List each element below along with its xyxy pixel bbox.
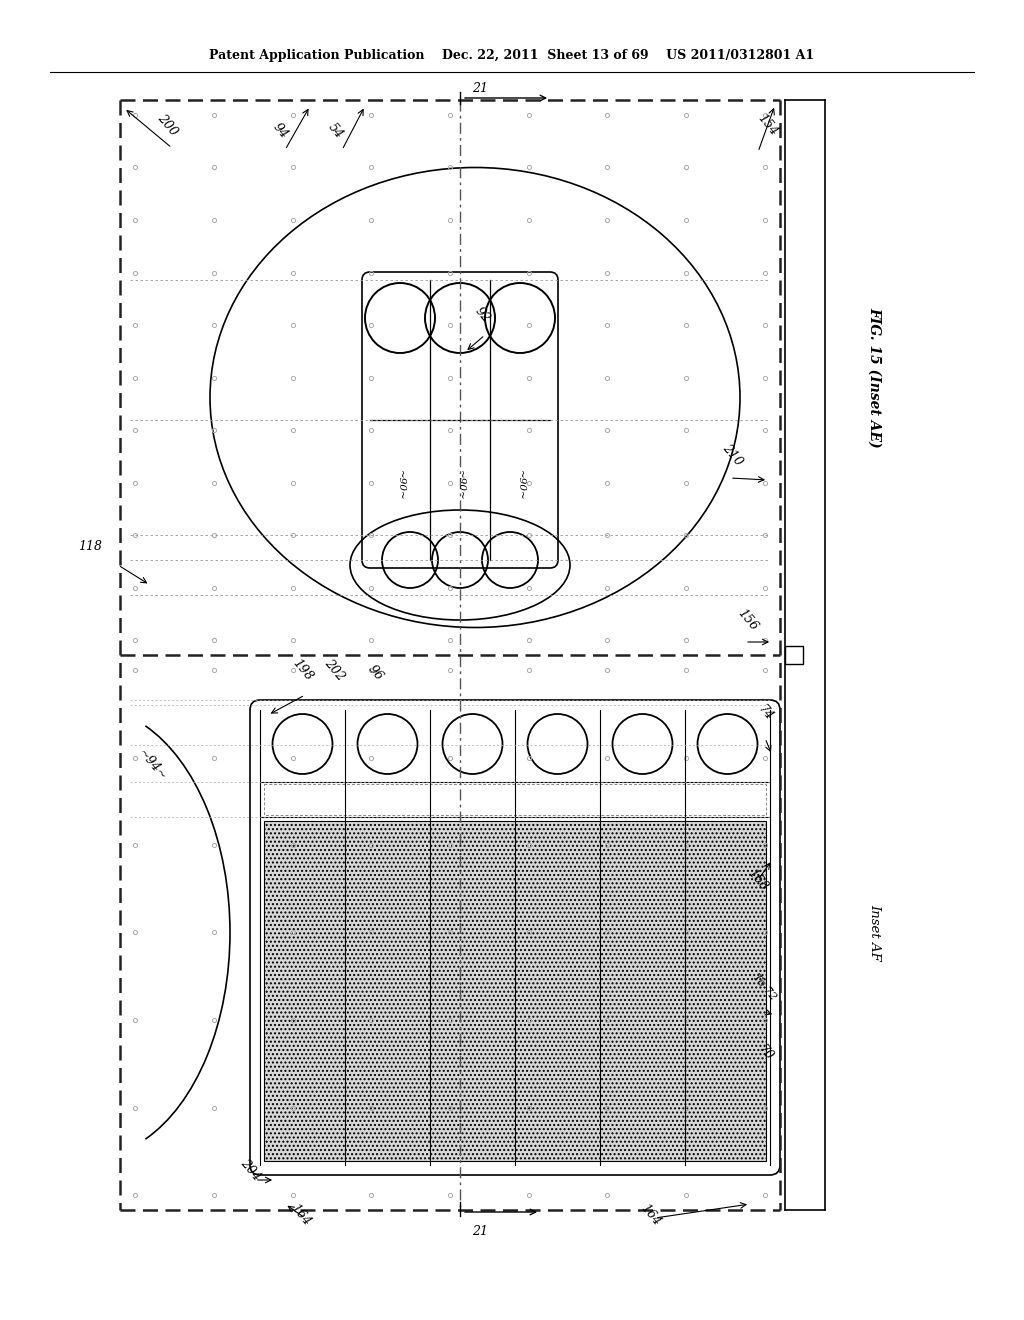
Text: 202: 202: [322, 656, 347, 682]
Text: 92: 92: [472, 305, 493, 325]
Text: 164: 164: [288, 1201, 313, 1228]
Text: 154: 154: [755, 111, 780, 139]
Bar: [264, 784, 766, 814]
Text: To 72: To 72: [750, 972, 777, 1002]
Text: 21: 21: [472, 1225, 488, 1238]
Text: 70: 70: [755, 1043, 775, 1063]
Text: 54: 54: [325, 120, 345, 141]
Bar: [785, 645, 803, 664]
Text: ~90~: ~90~: [515, 470, 524, 500]
Text: FIG. 15 (Inset AE): FIG. 15 (Inset AE): [868, 308, 882, 447]
Text: ~94~: ~94~: [135, 746, 169, 783]
Bar: [264, 821, 766, 1162]
Text: 204: 204: [238, 1156, 263, 1183]
Text: 210: 210: [720, 441, 745, 469]
Text: 156: 156: [735, 606, 761, 634]
Text: ~90~: ~90~: [456, 470, 465, 500]
Text: Inset AF: Inset AF: [868, 904, 882, 961]
Text: Patent Application Publication    Dec. 22, 2011  Sheet 13 of 69    US 2011/03128: Patent Application Publication Dec. 22, …: [210, 49, 814, 62]
Text: 21: 21: [472, 82, 488, 95]
Text: 200: 200: [155, 111, 180, 139]
Text: 164: 164: [638, 1201, 664, 1228]
Text: ~90~: ~90~: [395, 470, 404, 500]
Text: 118: 118: [78, 540, 102, 553]
Text: 168: 168: [745, 866, 770, 894]
Text: 94: 94: [270, 120, 290, 141]
Text: 198: 198: [290, 656, 315, 682]
Text: 96: 96: [365, 663, 385, 682]
Text: 74: 74: [755, 702, 775, 723]
